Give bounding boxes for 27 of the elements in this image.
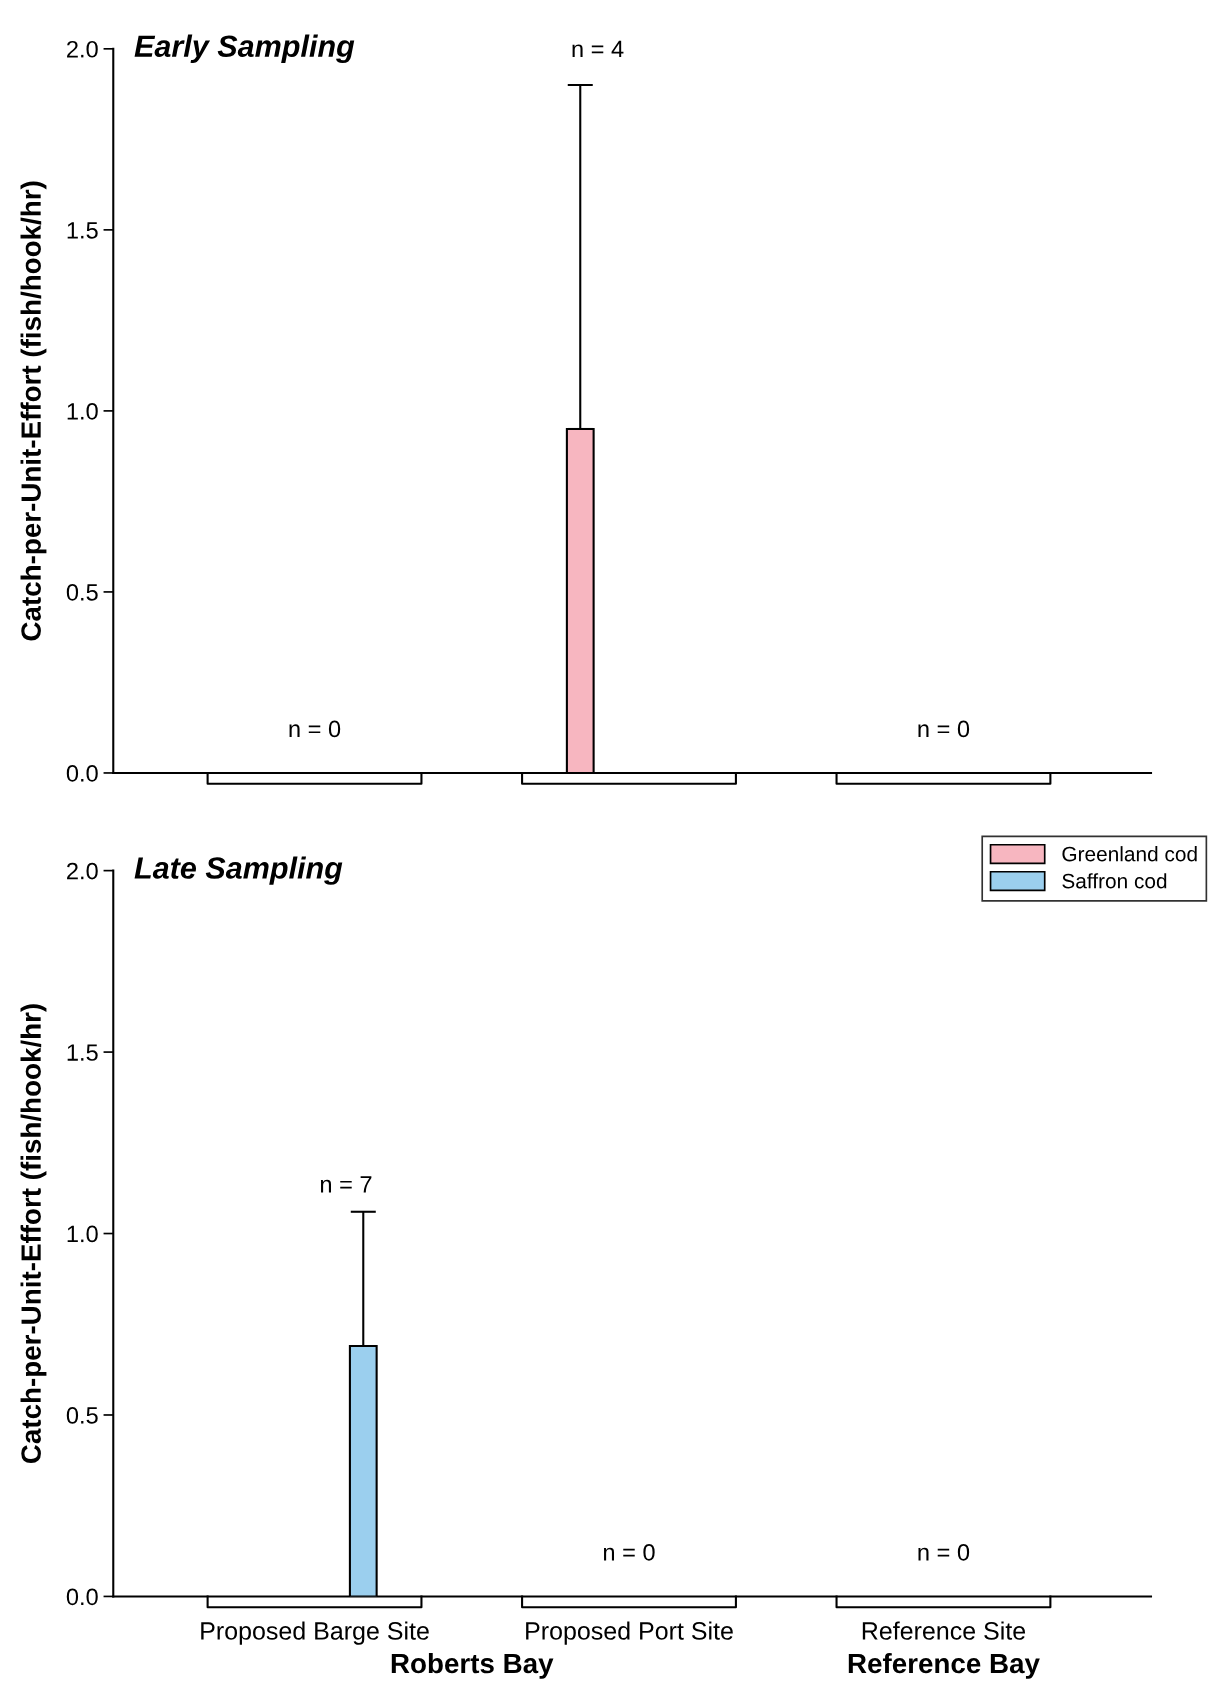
y-tick-label: 1.0 bbox=[67, 402, 98, 420]
text: Reference Bay bbox=[848, 1652, 1040, 1679]
chart-title: Late Sampling bbox=[134, 856, 343, 885]
annotation: n = 7 bbox=[320, 1176, 372, 1193]
x-tick-label: Proposed Barge Site bbox=[201, 1621, 429, 1645]
y-axis-title: Catch-per-Unit-Effort (fish/hook/hr) bbox=[20, 181, 47, 641]
y-tick-label: 1.5 bbox=[67, 1044, 98, 1061]
y-tick-label: 0.0 bbox=[66, 765, 98, 782]
annotation: n = 0 bbox=[289, 720, 341, 738]
y-tick-label: 0.0 bbox=[66, 1588, 98, 1606]
annotation: n = 0 bbox=[918, 1543, 970, 1561]
legend-label: Saffron cod bbox=[1062, 873, 1167, 889]
annotation: n = 0 bbox=[603, 1543, 655, 1561]
y-axis-title: Catch-per-Unit-Effort (fish/hook/hr) bbox=[20, 1004, 47, 1464]
chart-title: Early Sampling bbox=[134, 34, 355, 64]
y-tick-label: 1.0 bbox=[67, 1225, 98, 1243]
annotation: n = 4 bbox=[572, 40, 624, 58]
y-tick-label: 2.0 bbox=[67, 862, 98, 880]
y-tick-label: 1.5 bbox=[67, 222, 98, 239]
x-tick-label: Reference Site bbox=[862, 1621, 1026, 1640]
legend-label: Greenland cod bbox=[1062, 846, 1197, 862]
y-tick-label: 0.5 bbox=[66, 583, 98, 601]
y-tick-label: 2.0 bbox=[67, 40, 98, 58]
text: Roberts Bay bbox=[391, 1652, 554, 1679]
x-tick-label: Proposed Port Site bbox=[526, 1621, 733, 1645]
annotation: n = 0 bbox=[918, 720, 970, 738]
y-tick-label: 0.5 bbox=[66, 1407, 98, 1424]
